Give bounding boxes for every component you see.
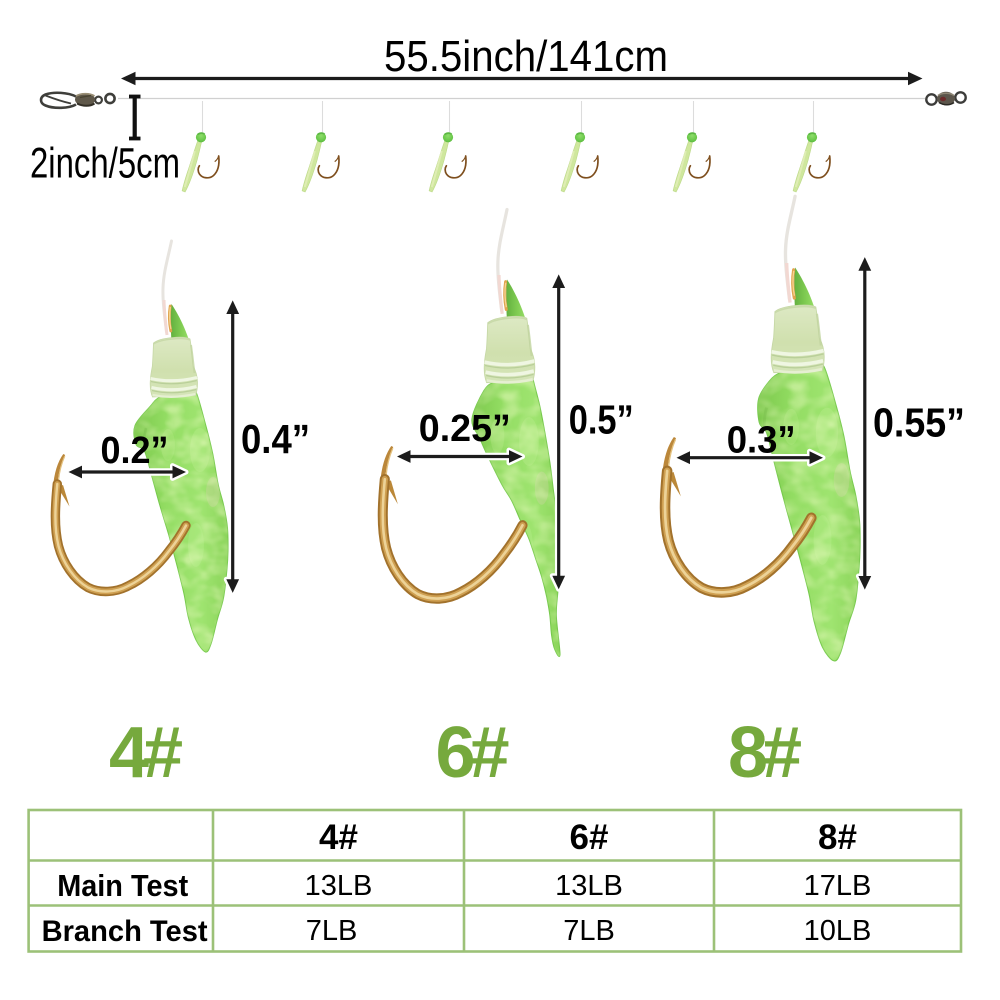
svg-text:0.4”: 0.4” <box>241 416 310 462</box>
svg-text:8#: 8# <box>728 713 802 793</box>
svg-text:8#: 8# <box>818 818 857 857</box>
svg-text:7LB: 7LB <box>563 915 615 947</box>
svg-text:4#: 4# <box>109 713 183 793</box>
svg-text:13LB: 13LB <box>305 870 373 902</box>
svg-text:10LB: 10LB <box>804 915 872 947</box>
svg-text:6#: 6# <box>570 818 609 857</box>
svg-text:7LB: 7LB <box>306 915 358 947</box>
svg-text:Branch Test: Branch Test <box>42 915 208 948</box>
svg-text:6#: 6# <box>436 713 510 793</box>
svg-text:4#: 4# <box>319 818 358 857</box>
svg-text:0.25”: 0.25” <box>419 408 511 450</box>
svg-text:0.55”: 0.55” <box>873 400 965 446</box>
svg-text:2inch/5cm: 2inch/5cm <box>30 140 180 188</box>
svg-text:13LB: 13LB <box>555 870 623 902</box>
svg-text:0.5”: 0.5” <box>569 397 634 443</box>
svg-text:Main Test: Main Test <box>57 868 188 903</box>
svg-text:55.5inch/141cm: 55.5inch/141cm <box>384 32 668 81</box>
svg-text:0.2”: 0.2” <box>101 430 169 472</box>
svg-text:0.3”: 0.3” <box>727 420 796 462</box>
svg-text:17LB: 17LB <box>804 870 872 902</box>
